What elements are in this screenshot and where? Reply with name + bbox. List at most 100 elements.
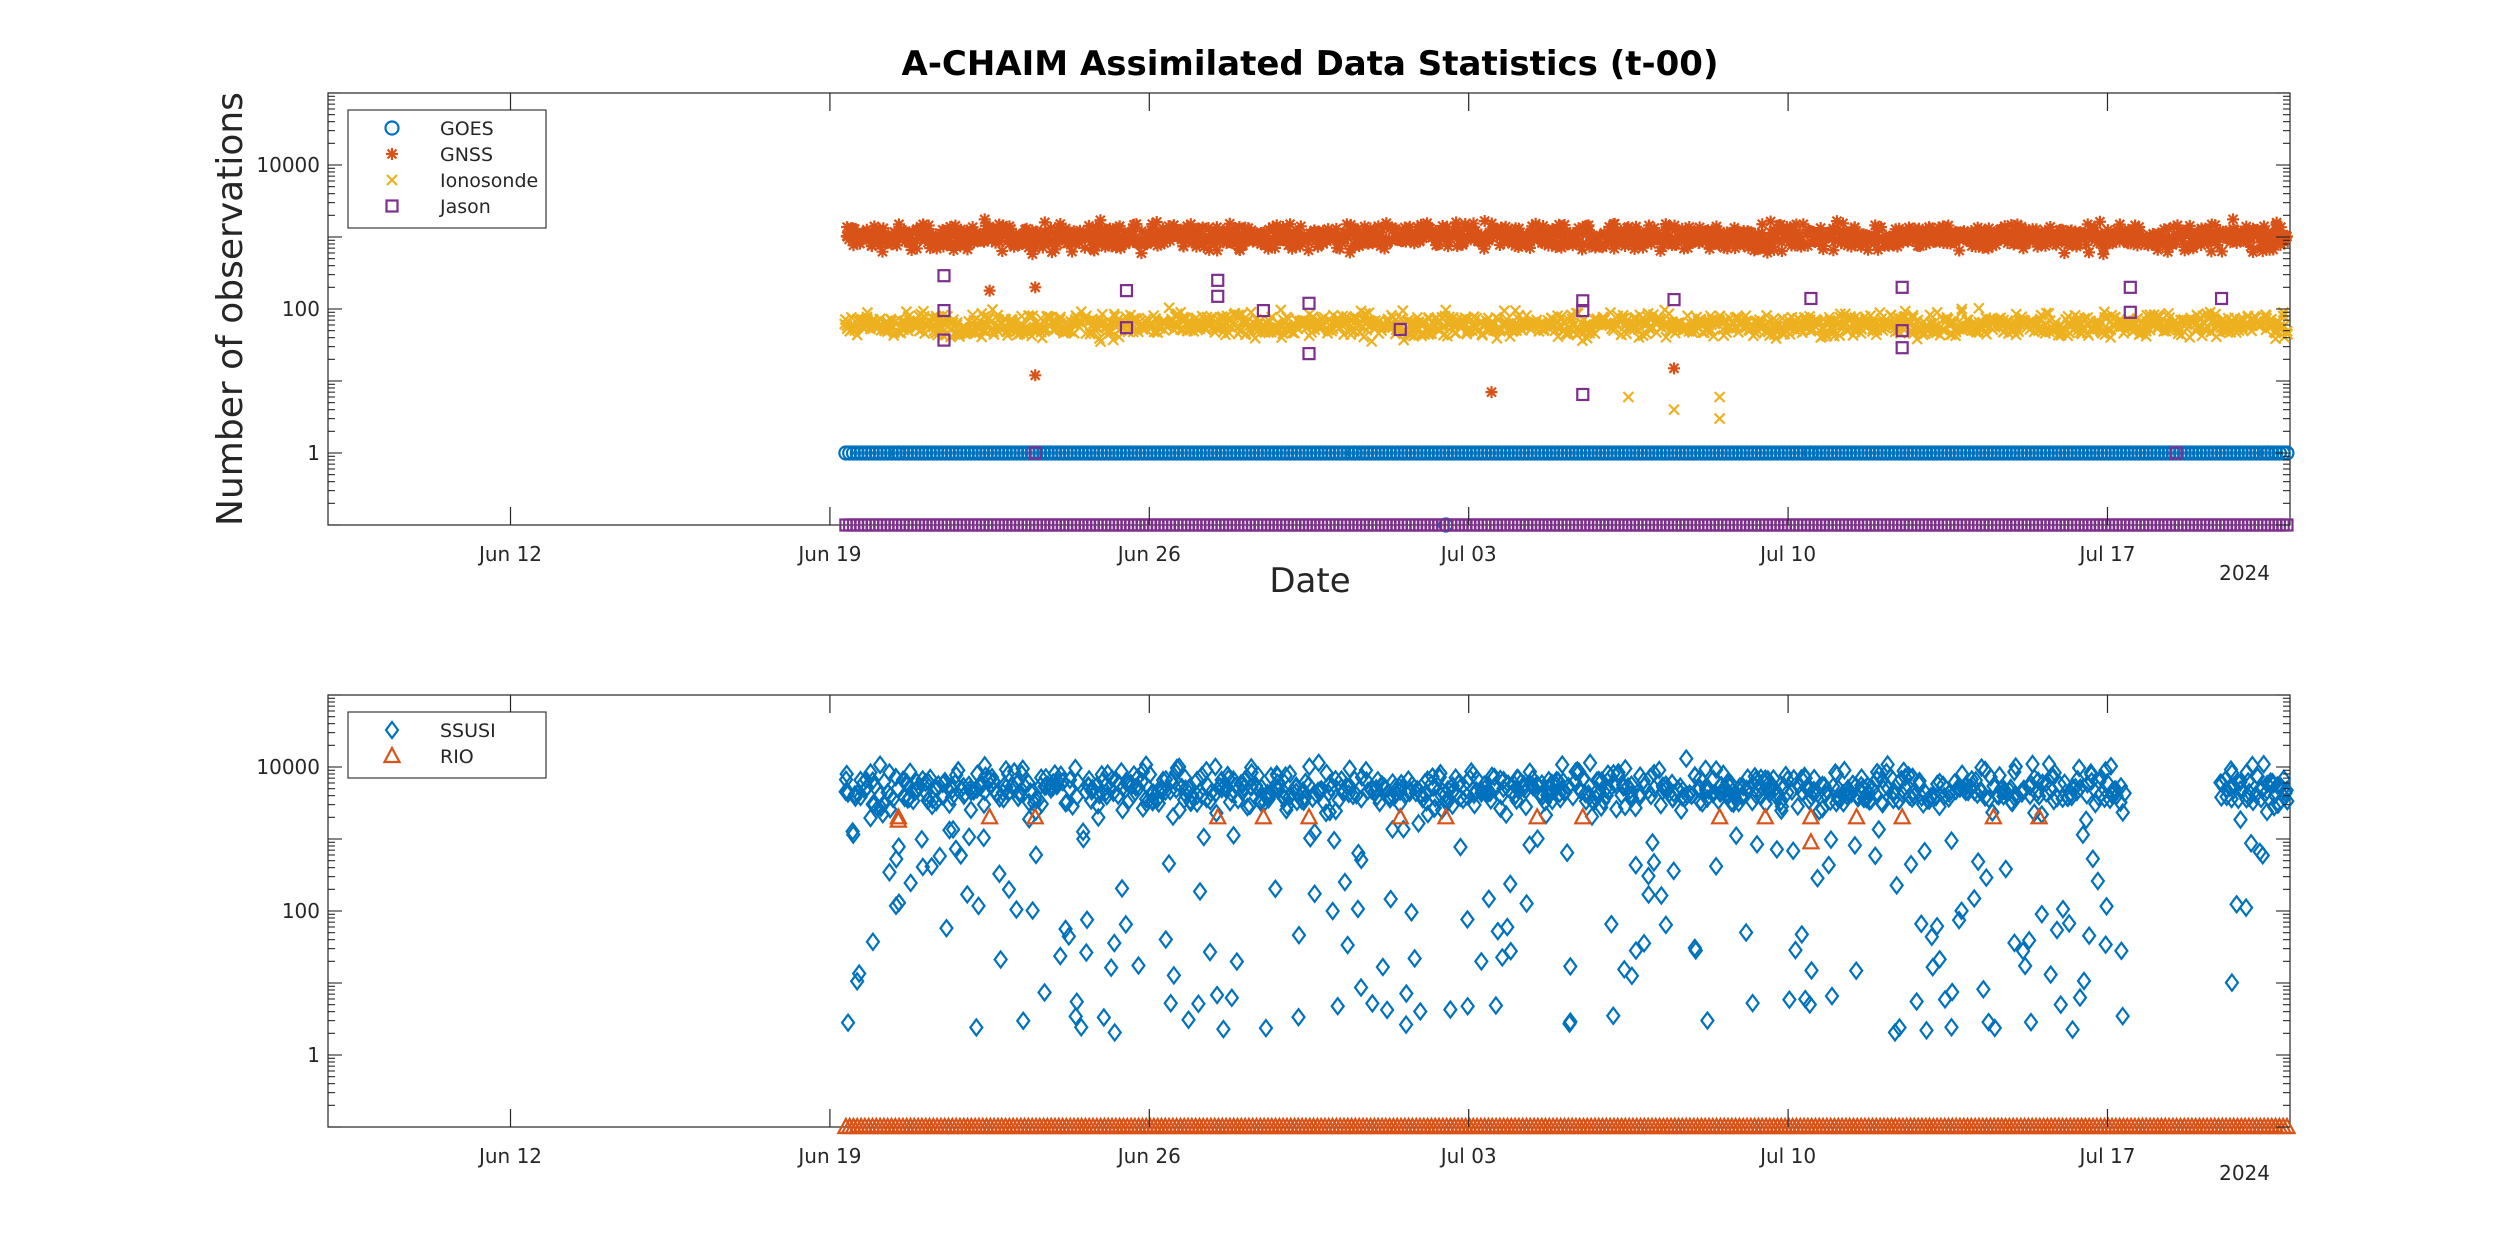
marker-ssusi (1673, 800, 1689, 821)
marker-gnss (2056, 223, 2069, 236)
point-gnss (983, 284, 996, 297)
marker-gnss (1158, 236, 1171, 249)
marker-gnss (2133, 221, 2146, 234)
marker-ssusi (968, 1017, 984, 1038)
marker-ssusi (939, 918, 954, 939)
marker-ssusi (1325, 901, 1341, 921)
marker-ionosonde (1234, 325, 1246, 337)
marker-ssusi (918, 772, 933, 793)
marker-ionosonde (2244, 320, 2256, 332)
marker-ssusi (1815, 799, 1830, 819)
marker-ionosonde (1589, 327, 1601, 340)
marker-gnss (1229, 230, 1242, 243)
marker-ssusi (1121, 790, 1137, 811)
marker-ssusi (1178, 778, 1193, 799)
marker-gnss (2183, 219, 2196, 232)
marker-ssusi (1700, 1010, 1715, 1031)
marker-gnss (2005, 218, 2018, 231)
marker-ssusi (1970, 784, 1985, 805)
marker-ssusi (1987, 1018, 2003, 1038)
marker-ssusi (1050, 771, 1066, 792)
marker-ssusi (1794, 924, 1810, 945)
marker-gnss (1721, 242, 1734, 255)
marker-gnss (1801, 239, 1814, 252)
marker-gnss (1745, 233, 1758, 246)
marker-gnss (1622, 221, 1635, 234)
marker-ssusi (1350, 899, 1366, 919)
legend-label-ionosonde: Ionosonde (440, 170, 538, 192)
marker-gnss (960, 224, 973, 237)
marker-gnss (1498, 236, 1511, 249)
marker-gnss (1475, 228, 1488, 241)
marker-ssusi (1326, 830, 1342, 851)
marker-ionosonde (1245, 306, 1257, 319)
marker-ssusi (1960, 782, 1976, 802)
marker-ssusi (1698, 759, 1713, 779)
marker-gnss (1686, 234, 1699, 247)
marker-ssusi (1863, 790, 1879, 811)
marker-ssusi (839, 764, 855, 784)
marker-gnss (1226, 237, 1239, 250)
marker-ssusi (1848, 960, 1864, 981)
marker-ssusi (1658, 915, 1674, 935)
marker-gnss (1441, 220, 1454, 233)
point-ionosonde (1668, 403, 1680, 416)
marker-ssusi (1379, 1000, 1395, 1020)
marker-gnss (962, 238, 975, 251)
marker-ssusi (1307, 822, 1323, 843)
marker-gnss (2195, 223, 2208, 236)
y-axis-label: Number of observations (210, 92, 251, 526)
marker-ssusi (1161, 853, 1177, 874)
marker-ionosonde (1491, 332, 1503, 345)
marker-ssusi (991, 863, 1007, 884)
marker-ssusi (1200, 776, 1216, 796)
marker-gnss (2050, 238, 2063, 251)
marker-ssusi (1181, 1009, 1196, 1030)
marker-gnss (1109, 234, 1122, 247)
marker-gnss (1202, 221, 1215, 234)
marker-ssusi (1944, 982, 1960, 1002)
marker-gnss (1969, 240, 1982, 253)
marker-ssusi (1483, 790, 1499, 811)
marker-gnss (905, 244, 918, 257)
marker-gnss (1154, 238, 1167, 251)
marker-ssusi (1568, 761, 1583, 782)
x-tick-label: Jun 19 (796, 542, 861, 566)
axes-bottom: Jun 12 Jun 19 Jun 26 Jul 03 Jul 10 Jul 171100… (256, 694, 2297, 1185)
marker-gnss (1608, 242, 1621, 255)
marker-ssusi (1209, 985, 1225, 1005)
marker-gnss (1523, 241, 1536, 254)
marker-ssusi (1291, 925, 1307, 945)
marker-ionosonde (2278, 320, 2290, 332)
marker-gnss (1282, 223, 1295, 236)
marker-ssusi (1070, 771, 1086, 792)
marker-gnss (1455, 225, 1468, 238)
marker-gnss (1681, 241, 1694, 254)
marker-ssusi (865, 931, 881, 952)
marker-gnss (1026, 224, 1039, 237)
marker-gnss (1668, 219, 1681, 232)
marker-gnss (1127, 228, 1140, 241)
y-tick-label: 1 (307, 441, 320, 465)
marker-ionosonde (2061, 330, 2074, 342)
marker-ssusi (1932, 949, 1948, 970)
marker-ssusi (953, 845, 969, 866)
marker-ssusi (993, 949, 1009, 970)
marker-gnss (1931, 229, 1944, 242)
marker-gnss (1268, 241, 1281, 254)
marker-ionosonde (1001, 325, 1014, 338)
marker-gnss (1184, 218, 1197, 231)
marker-ssusi (2047, 762, 2063, 783)
marker-ssusi (1628, 940, 1644, 961)
marker-gnss (1776, 225, 1789, 238)
marker-ssusi (1554, 754, 1570, 775)
marker-ssusi (1562, 956, 1578, 977)
marker-gnss (2242, 227, 2255, 240)
marker-gnss (1385, 234, 1398, 247)
marker-ssusi (1467, 795, 1482, 815)
marker-ssusi (1009, 899, 1024, 920)
point-jason (1211, 289, 1225, 303)
marker-gnss (1003, 220, 1016, 233)
marker-gnss (1124, 229, 1137, 242)
